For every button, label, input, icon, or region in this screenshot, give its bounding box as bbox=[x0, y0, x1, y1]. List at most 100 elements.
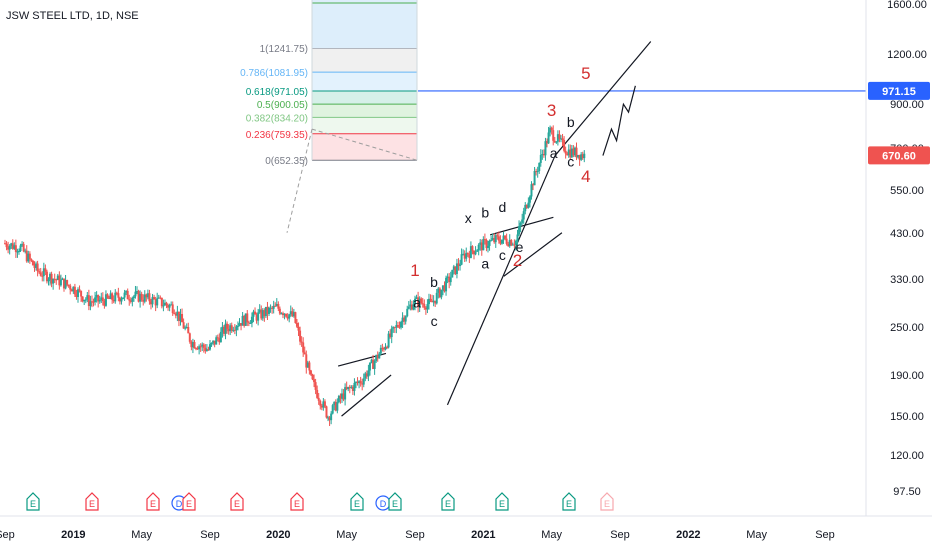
candle-body bbox=[76, 289, 79, 297]
candle-body bbox=[441, 285, 444, 290]
candle-body bbox=[361, 383, 364, 385]
candle-body bbox=[552, 130, 555, 141]
candle-body bbox=[268, 307, 271, 314]
time-axis[interactable]: Sep 2019 May Sep 2020 May Sep 2021 May Sep 2022 May… bbox=[0, 515, 932, 541]
fib-level-label: 0.382(834.20) bbox=[246, 113, 308, 124]
price-axis[interactable]: 1600.001200.00900.00700.00550.00430.0033… bbox=[865, 0, 930, 516]
candle-body bbox=[415, 297, 418, 299]
candle-body bbox=[379, 347, 382, 354]
candle-body bbox=[440, 289, 443, 298]
candle-body bbox=[546, 141, 549, 144]
candle-body bbox=[269, 307, 272, 309]
candle-body bbox=[95, 294, 98, 298]
candle-body bbox=[426, 304, 429, 310]
wedge-lower-line bbox=[341, 374, 392, 417]
price-tick-label: 430.00 bbox=[890, 228, 924, 240]
candle-body bbox=[75, 294, 78, 297]
candle-body bbox=[49, 273, 52, 280]
candle-body bbox=[271, 307, 274, 309]
candle-body bbox=[212, 340, 215, 343]
candle-body bbox=[311, 374, 314, 380]
candle-body bbox=[483, 239, 486, 241]
candle-body bbox=[84, 299, 87, 301]
candle-body bbox=[518, 226, 521, 235]
fib-level-label: 0.786(1081.95) bbox=[240, 68, 308, 79]
candle-body bbox=[471, 246, 474, 251]
triangle-lower-line bbox=[503, 232, 563, 277]
candle-body bbox=[364, 373, 367, 379]
candle-body bbox=[583, 153, 586, 159]
candle-body bbox=[52, 278, 55, 284]
candle-body bbox=[120, 298, 123, 302]
candle-body bbox=[104, 294, 107, 306]
candle-body bbox=[303, 352, 306, 355]
candle-body bbox=[38, 271, 41, 273]
candle-body bbox=[64, 280, 67, 289]
candle-body bbox=[493, 237, 496, 243]
trendline-main-support bbox=[446, 155, 556, 406]
candle-body bbox=[72, 286, 75, 292]
time-tick-label: May bbox=[131, 529, 152, 541]
candle-body bbox=[295, 322, 298, 327]
candle-body bbox=[31, 260, 34, 266]
candle-body bbox=[522, 211, 525, 220]
candle-body bbox=[320, 405, 323, 408]
price-tick-label: 250.00 bbox=[890, 322, 924, 334]
candle-body bbox=[101, 297, 104, 302]
candle-body bbox=[477, 244, 480, 251]
candle-body bbox=[378, 353, 381, 359]
candle-body bbox=[143, 294, 146, 302]
candle-body bbox=[168, 304, 171, 308]
time-tick-label: Sep bbox=[610, 529, 630, 541]
candle-body bbox=[154, 299, 157, 306]
candle-body bbox=[373, 360, 376, 369]
candle-body bbox=[188, 333, 191, 342]
event-letter: E bbox=[354, 499, 360, 509]
candle-body bbox=[305, 354, 308, 368]
earnings-badge bbox=[562, 492, 576, 511]
candle-body bbox=[358, 381, 361, 384]
candle-body bbox=[344, 387, 347, 400]
fib-zone bbox=[312, 48, 417, 73]
candle-body bbox=[58, 275, 61, 286]
fibonacci-retracement[interactable]: 1(1241.75) 0.786(1081.95) 0.618(971.05) 0.5… bbox=[240, 0, 418, 233]
candle-body bbox=[125, 290, 128, 293]
candle-body bbox=[171, 304, 174, 314]
candle-body bbox=[468, 254, 471, 258]
candle-body bbox=[10, 243, 13, 246]
candle-body bbox=[306, 362, 309, 368]
candle-body bbox=[227, 328, 230, 332]
candle-body bbox=[445, 277, 448, 292]
candle-body bbox=[516, 234, 519, 241]
candle-body bbox=[243, 315, 246, 326]
candle-body bbox=[230, 325, 233, 331]
candle-body bbox=[78, 289, 81, 291]
candle-body bbox=[497, 236, 500, 241]
candle-body bbox=[215, 337, 218, 345]
candle-body bbox=[569, 149, 572, 158]
candle-body bbox=[36, 263, 39, 272]
earnings-badge bbox=[182, 492, 196, 511]
candle-body bbox=[435, 292, 438, 304]
candle-body bbox=[460, 254, 463, 265]
candle-body bbox=[153, 297, 156, 300]
candle-body bbox=[567, 149, 570, 156]
candle-body bbox=[386, 346, 389, 348]
candle-body bbox=[55, 279, 58, 281]
trendlines-layer[interactable] bbox=[337, 41, 866, 417]
candle-body bbox=[47, 279, 50, 282]
candle-body bbox=[424, 307, 427, 310]
candle-body bbox=[69, 285, 72, 290]
event-letter: E bbox=[89, 499, 95, 509]
candle-body bbox=[83, 299, 86, 302]
candle-body bbox=[457, 263, 460, 267]
fib-level-label: 0.618(971.05) bbox=[246, 87, 308, 98]
candle-body bbox=[73, 286, 76, 295]
candle-body bbox=[482, 239, 485, 251]
candle-body bbox=[502, 235, 505, 240]
fib-level-label: 0(652.35) bbox=[265, 156, 308, 167]
candle-body bbox=[199, 346, 202, 348]
candle-body bbox=[236, 325, 239, 327]
